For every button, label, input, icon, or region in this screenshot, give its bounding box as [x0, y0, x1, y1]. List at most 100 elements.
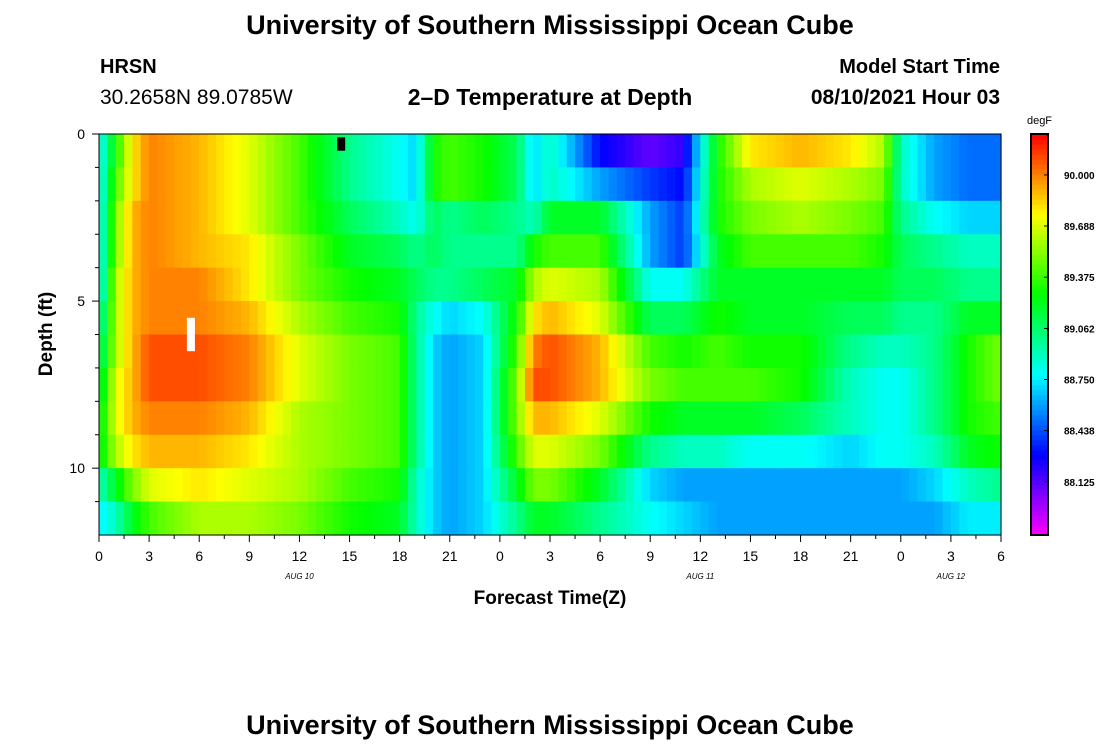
heatmap-cell	[633, 134, 643, 169]
colorbar-tick-label: 88.125	[1064, 478, 1095, 489]
heatmap-cell	[508, 367, 518, 402]
heatmap-cell	[550, 167, 559, 202]
heatmap-cell	[550, 134, 559, 169]
heatmap-cell	[182, 334, 192, 369]
heatmap-cell	[257, 367, 267, 402]
heatmap-cell	[892, 167, 902, 202]
heatmap-cell	[775, 234, 785, 269]
heatmap-cell	[842, 134, 852, 169]
heatmap-cell	[483, 334, 493, 369]
heatmap-cell	[174, 234, 184, 269]
heatmap-cell	[165, 234, 175, 269]
heatmap-cell	[959, 234, 969, 269]
heatmap-cell	[984, 167, 994, 202]
heatmap-cell	[950, 367, 960, 402]
heatmap-cell	[575, 167, 585, 202]
heatmap-cell	[424, 434, 434, 469]
heatmap-cell	[566, 501, 576, 536]
heatmap-cell	[266, 167, 275, 202]
heatmap-cell	[867, 301, 877, 336]
heatmap-cell	[382, 267, 392, 302]
heatmap-cell	[934, 200, 944, 235]
heatmap-cell	[583, 401, 593, 436]
heatmap-cell	[733, 434, 743, 469]
heatmap-cell	[758, 134, 768, 169]
heatmap-cell	[867, 334, 877, 369]
heatmap-cell	[992, 200, 1002, 235]
heatmap-cell	[742, 200, 752, 235]
heatmap-cell	[349, 501, 359, 536]
heatmap-cell	[558, 401, 568, 436]
heatmap-cell	[625, 167, 635, 202]
heatmap-cell	[792, 401, 802, 436]
heatmap-cell	[199, 334, 209, 369]
colorbar-swatch	[1031, 444, 1048, 451]
heatmap-cell	[349, 167, 359, 202]
heatmap-cell	[499, 367, 509, 402]
heatmap-cell	[900, 301, 910, 336]
heatmap-cell	[224, 401, 234, 436]
heatmap-cell	[349, 468, 359, 503]
heatmap-cell	[416, 134, 426, 169]
heatmap-cell	[165, 301, 175, 336]
colorbar-swatch	[1031, 199, 1048, 205]
heatmap-cell	[591, 367, 601, 402]
heatmap-cell	[666, 401, 676, 436]
heatmap-cell	[842, 334, 852, 369]
colorbar-swatch	[1031, 279, 1048, 285]
heatmap-cell	[416, 401, 426, 436]
heatmap-cell	[600, 434, 610, 469]
heatmap-cell	[508, 267, 518, 302]
heatmap-cell	[332, 401, 342, 436]
heatmap-cell	[399, 234, 409, 269]
heatmap-cell	[483, 468, 493, 503]
heatmap-cell	[140, 401, 150, 436]
heatmap-cell	[909, 401, 919, 436]
heatmap-cell	[758, 267, 768, 302]
heatmap-cell	[708, 501, 718, 536]
heatmap-cell	[717, 167, 726, 202]
heatmap-cell	[466, 167, 476, 202]
heatmap-cell	[700, 234, 710, 269]
heatmap-cell	[341, 501, 351, 536]
heatmap-cell	[332, 200, 342, 235]
heatmap-cell	[408, 267, 417, 302]
heatmap-cell	[992, 367, 1002, 402]
heatmap-cell	[566, 401, 576, 436]
heatmap-cell	[215, 367, 225, 402]
heatmap-cell	[917, 167, 927, 202]
heatmap-cell	[725, 468, 735, 503]
heatmap-cell	[833, 134, 843, 169]
heatmap-cell	[257, 468, 267, 503]
heatmap-cell	[950, 401, 960, 436]
heatmap-cell	[600, 501, 610, 536]
heatmap-cell	[190, 434, 200, 469]
heatmap-cells	[99, 134, 1002, 536]
heatmap-cell	[149, 501, 159, 536]
heatmap-cell	[842, 501, 852, 536]
heatmap-cell	[942, 301, 952, 336]
heatmap-cell	[332, 367, 342, 402]
heatmap-cell	[466, 468, 476, 503]
heatmap-cell	[240, 301, 250, 336]
heatmap-cell	[641, 234, 651, 269]
heatmap-cell	[115, 301, 125, 336]
heatmap-cell	[516, 401, 526, 436]
heatmap-cell	[132, 234, 142, 269]
heatmap-cell	[733, 167, 743, 202]
heatmap-cell	[775, 267, 785, 302]
heatmap-cell	[950, 200, 960, 235]
heatmap-cell	[190, 200, 200, 235]
heatmap-cell	[550, 334, 559, 369]
heatmap-cell	[291, 434, 301, 469]
heatmap-cell	[833, 267, 843, 302]
heatmap-cell	[399, 401, 409, 436]
y-axis-label: Depth (ft)	[36, 292, 57, 376]
heatmap-cell	[808, 134, 818, 169]
heatmap-cell	[157, 367, 167, 402]
heatmap-cell	[332, 234, 342, 269]
heatmap-cell	[700, 167, 710, 202]
heatmap-cell	[625, 434, 635, 469]
heatmap-cell	[934, 301, 944, 336]
heatmap-cell	[449, 334, 459, 369]
